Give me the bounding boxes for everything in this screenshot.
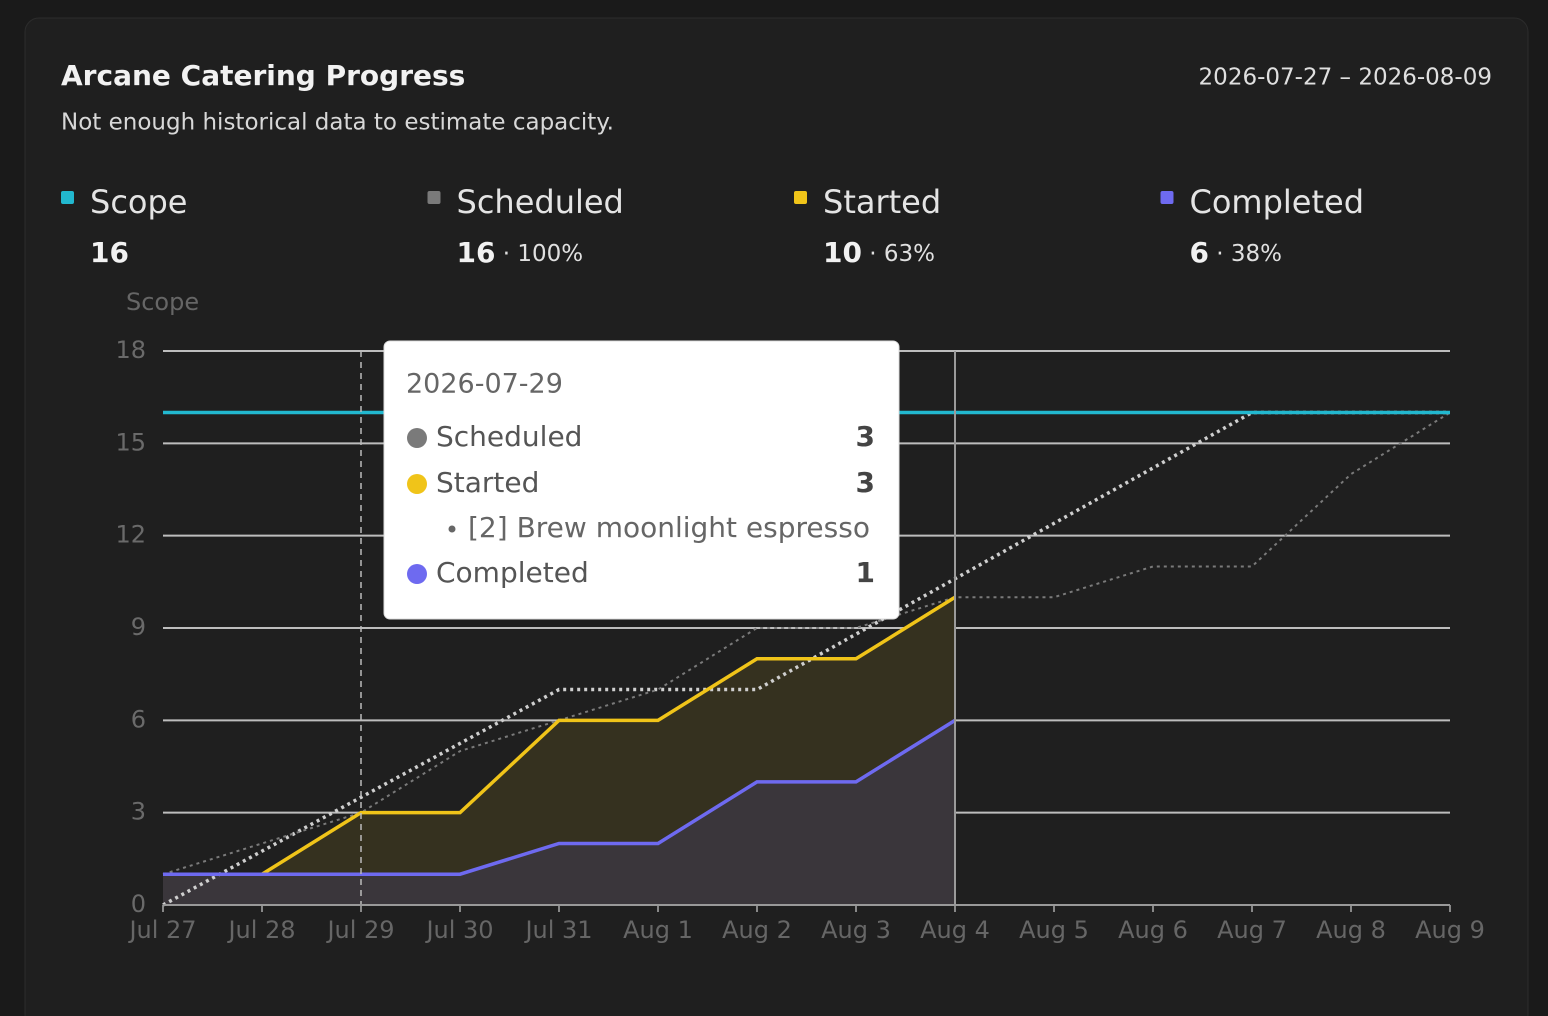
y-tick-label: 18: [115, 336, 146, 364]
x-tick-label: Aug 3: [821, 916, 891, 944]
summary-value: 10 · 63%: [823, 236, 935, 269]
total: 10: [823, 236, 862, 269]
legend-swatch: [427, 191, 441, 204]
tooltip-name: Started: [436, 466, 539, 499]
bullet: [448, 525, 456, 533]
y-tick-label: 9: [131, 613, 146, 641]
total: 16: [90, 236, 129, 269]
legend-swatch: [794, 191, 807, 204]
summary-value: 16: [90, 236, 129, 269]
y-tick-label: 0: [131, 890, 146, 918]
x-tick-label: Aug 9: [1415, 916, 1485, 944]
legend-label: Scheduled: [457, 183, 624, 221]
series-line: [163, 718, 956, 876]
area: [163, 720, 955, 905]
series-line: [162, 411, 1451, 876]
date-range: 2026-07-27 – 2026-08-09: [1199, 65, 1492, 91]
summary-value: 16 · 100%: [457, 236, 584, 269]
total: 16: [457, 236, 496, 269]
share: · 100%: [495, 241, 583, 267]
tooltip-dot: [407, 564, 427, 584]
tooltip-dot: [407, 428, 427, 448]
x-tick-label: Jul 30: [424, 916, 493, 944]
legend-label: Completed: [1190, 183, 1365, 221]
tooltip-value: 3: [856, 466, 875, 499]
share: · 38%: [1209, 241, 1282, 267]
x-tick-label: Aug 4: [920, 916, 990, 944]
tooltip-date: 2026-07-29: [406, 369, 563, 400]
y-tick-label: 15: [115, 428, 146, 456]
x-tick-label: Jul 28: [226, 916, 295, 944]
tooltip-name: Completed: [436, 556, 589, 589]
summary-value: 6 · 38%: [1190, 236, 1283, 269]
x-tick-label: Aug 8: [1316, 916, 1386, 944]
subtitle: Not enough historical data to estimate c…: [61, 110, 614, 136]
y-tick-label: 3: [131, 798, 146, 826]
legend-swatch: [1160, 191, 1174, 204]
legend-label: Scope: [90, 183, 187, 221]
series-line: [162, 410, 1450, 907]
x-tick-label: Aug 6: [1118, 916, 1188, 944]
tooltip-box: [383, 340, 900, 620]
legend-label: Started: [823, 183, 941, 221]
share: · 63%: [862, 241, 935, 267]
x-tick-label: Jul 27: [127, 916, 196, 944]
x-tick-label: Aug 2: [722, 916, 792, 944]
tooltip-value: 3: [856, 420, 875, 453]
x-tick-label: Aug 1: [623, 916, 693, 944]
y-tick-label: 6: [131, 705, 146, 733]
tooltip-name: Scheduled: [436, 420, 582, 453]
title: Arcane Catering Progress: [61, 59, 465, 92]
x-tick-label: Aug 5: [1019, 916, 1089, 944]
x-tick-label: Jul 29: [325, 916, 394, 944]
tooltip-value: 1: [856, 556, 875, 589]
legend-swatch: [61, 191, 74, 204]
x-tick-label: Aug 7: [1217, 916, 1287, 944]
y-tick-label: 12: [115, 521, 146, 549]
y-axis-label: Scope: [126, 288, 199, 316]
tooltip-dot: [407, 474, 427, 494]
tooltip-item: [2] Brew moonlight espresso: [468, 511, 870, 544]
x-tick-label: Jul 31: [523, 916, 592, 944]
total: 6: [1190, 236, 1209, 269]
series-line: [163, 595, 956, 876]
